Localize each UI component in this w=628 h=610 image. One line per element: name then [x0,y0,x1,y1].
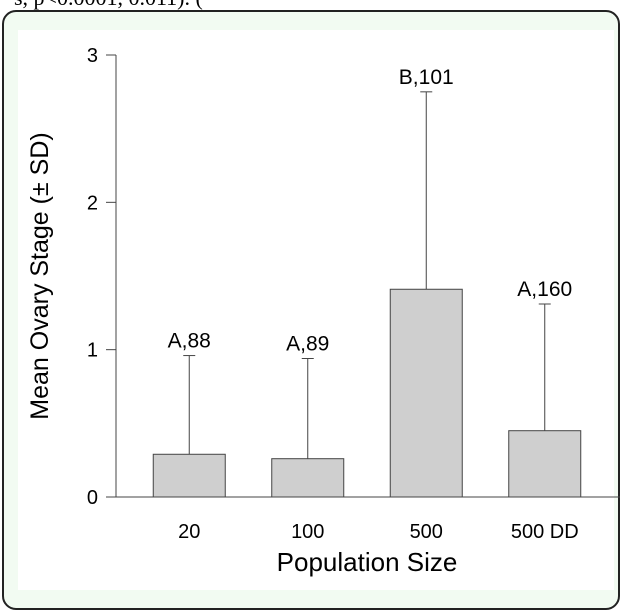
x-tick-label: 20 [178,521,200,543]
bar [271,458,345,498]
bar [508,430,582,498]
y-tick-label: 2 [87,192,98,214]
top-caption: s, p<0.0001, 0.011). ( [14,0,628,11]
bar-chart: Mean Ovary Stage (± SD) Population Size … [26,45,620,577]
x-axis-title: Population Size [277,547,458,577]
bar [152,453,226,498]
y-tick-label: 3 [87,45,98,67]
x-tick-label: 500 DD [511,521,579,543]
bar-label: A,160 [517,278,572,301]
bar-label: A,88 [168,330,211,353]
x-tick-label: 500 [410,521,443,543]
y-axis-title: Mean Ovary Stage (± SD) [26,132,54,419]
x-tick-label: 100 [291,521,324,543]
bar [389,288,463,498]
y-tick-label: 1 [87,340,98,362]
y-tick-label: 0 [87,487,98,509]
bar-label: B,101 [399,66,454,89]
bar-label: A,89 [286,333,329,356]
